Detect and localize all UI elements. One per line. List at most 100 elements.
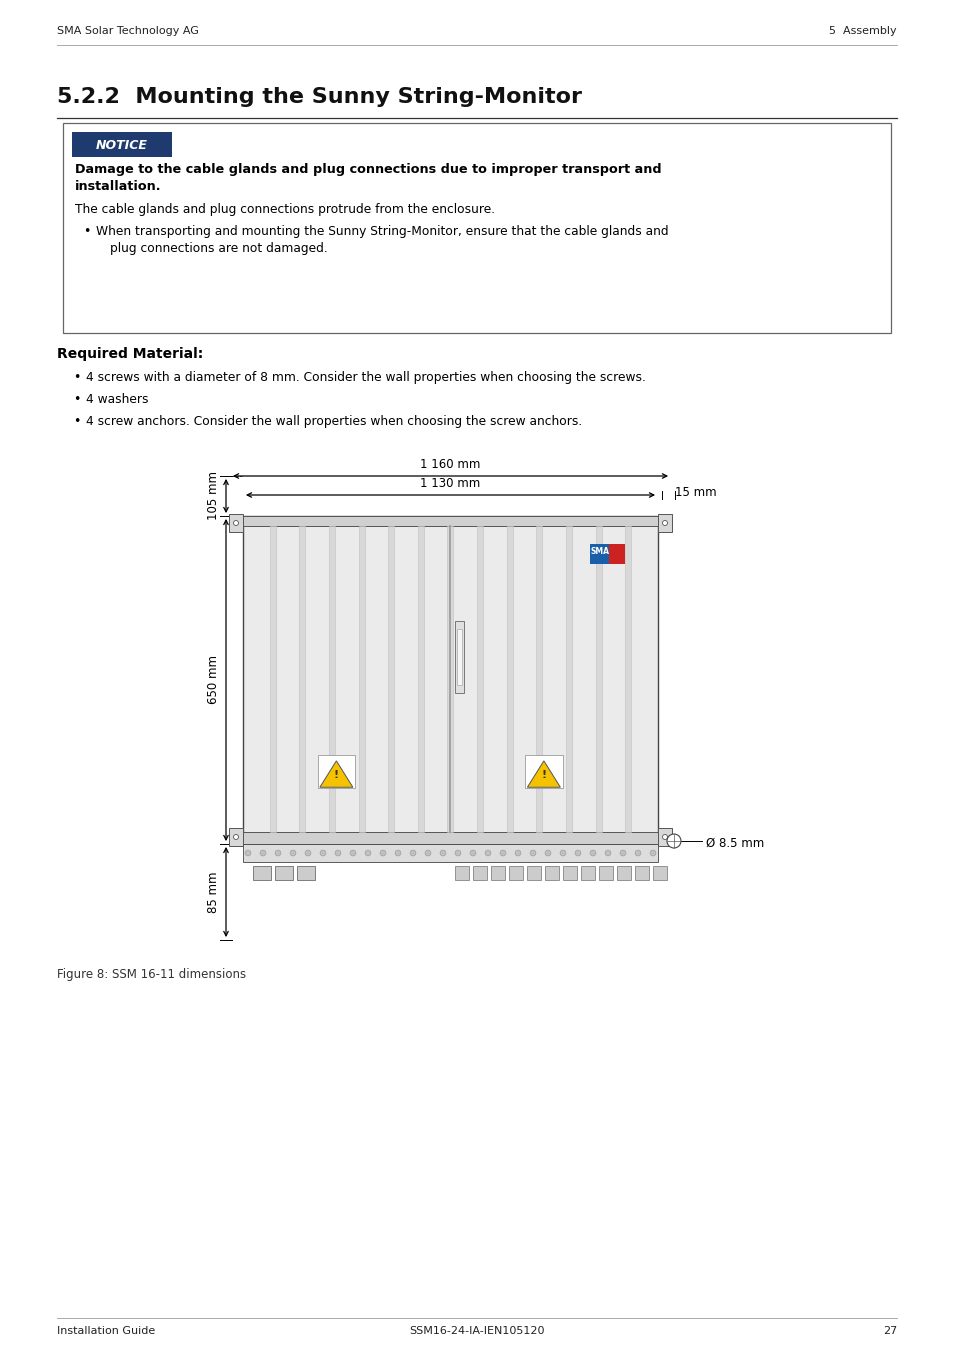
- Circle shape: [260, 850, 266, 856]
- Bar: [473, 867, 487, 880]
- Bar: [270, 526, 275, 831]
- Circle shape: [470, 850, 476, 856]
- Bar: [243, 516, 658, 526]
- Circle shape: [395, 850, 400, 856]
- Bar: [455, 621, 464, 694]
- Circle shape: [424, 850, 431, 856]
- Text: Figure 8: SSM 16-11 dimensions: Figure 8: SSM 16-11 dimensions: [57, 968, 246, 982]
- Text: •: •: [73, 393, 80, 406]
- Bar: [388, 526, 394, 831]
- Text: !: !: [334, 771, 338, 780]
- Bar: [506, 526, 513, 831]
- Text: 5  Assembly: 5 Assembly: [828, 26, 896, 37]
- Bar: [447, 526, 453, 831]
- Text: plug connections are not damaged.: plug connections are not damaged.: [110, 242, 328, 256]
- Circle shape: [515, 850, 520, 856]
- Bar: [658, 827, 671, 846]
- Bar: [524, 756, 562, 788]
- Bar: [491, 867, 505, 880]
- Text: 27: 27: [882, 1326, 896, 1336]
- Circle shape: [619, 850, 625, 856]
- Circle shape: [649, 850, 656, 856]
- Text: 105 mm: 105 mm: [208, 472, 220, 521]
- Bar: [653, 867, 667, 880]
- Circle shape: [589, 850, 596, 856]
- Bar: [317, 756, 355, 788]
- Text: NOTICE: NOTICE: [96, 139, 148, 151]
- Bar: [243, 516, 658, 844]
- Text: 15 mm: 15 mm: [675, 487, 716, 499]
- Circle shape: [245, 850, 251, 856]
- Bar: [563, 867, 577, 880]
- Bar: [329, 526, 335, 831]
- Bar: [581, 867, 595, 880]
- Bar: [358, 526, 364, 831]
- Bar: [243, 844, 658, 863]
- Circle shape: [544, 850, 551, 856]
- Circle shape: [335, 850, 340, 856]
- Text: •: •: [73, 370, 80, 384]
- Bar: [457, 629, 462, 685]
- Circle shape: [274, 850, 281, 856]
- Text: Installation Guide: Installation Guide: [57, 1326, 155, 1336]
- Circle shape: [499, 850, 505, 856]
- Bar: [635, 867, 649, 880]
- Circle shape: [305, 850, 311, 856]
- Text: 85 mm: 85 mm: [208, 871, 220, 913]
- Bar: [299, 526, 305, 831]
- Bar: [229, 514, 243, 531]
- Circle shape: [455, 850, 460, 856]
- Bar: [229, 827, 243, 846]
- Circle shape: [661, 834, 667, 840]
- Bar: [625, 526, 631, 831]
- Circle shape: [559, 850, 565, 856]
- Circle shape: [635, 850, 640, 856]
- Circle shape: [350, 850, 355, 856]
- Text: installation.: installation.: [75, 180, 161, 193]
- Text: •: •: [73, 415, 80, 429]
- Circle shape: [365, 850, 371, 856]
- Bar: [253, 867, 271, 880]
- Bar: [545, 867, 558, 880]
- Bar: [417, 526, 423, 831]
- Text: Damage to the cable glands and plug connections due to improper transport and: Damage to the cable glands and plug conn…: [75, 164, 661, 176]
- Bar: [595, 526, 601, 831]
- Bar: [617, 867, 631, 880]
- Circle shape: [530, 850, 536, 856]
- Text: 1 130 mm: 1 130 mm: [420, 477, 480, 489]
- Text: !: !: [540, 771, 546, 780]
- Text: 5.2.2  Mounting the Sunny String-Monitor: 5.2.2 Mounting the Sunny String-Monitor: [57, 87, 581, 107]
- Circle shape: [661, 521, 667, 526]
- Polygon shape: [527, 761, 559, 787]
- Bar: [527, 867, 541, 880]
- Bar: [63, 123, 890, 333]
- Circle shape: [666, 834, 680, 848]
- Text: 650 mm: 650 mm: [208, 656, 220, 704]
- Circle shape: [233, 834, 238, 840]
- Text: 4 screws with a diameter of 8 mm. Consider the wall properties when choosing the: 4 screws with a diameter of 8 mm. Consid…: [86, 370, 645, 384]
- Bar: [509, 867, 523, 880]
- Circle shape: [575, 850, 580, 856]
- Bar: [476, 526, 482, 831]
- Circle shape: [484, 850, 491, 856]
- Text: •: •: [83, 224, 91, 238]
- Polygon shape: [319, 761, 353, 787]
- Circle shape: [290, 850, 295, 856]
- Text: When transporting and mounting the Sunny String-Monitor, ensure that the cable g: When transporting and mounting the Sunny…: [96, 224, 668, 238]
- Circle shape: [379, 850, 386, 856]
- Text: SSM16-24-IA-IEN105120: SSM16-24-IA-IEN105120: [409, 1326, 544, 1336]
- Text: SMA Solar Technology AG: SMA Solar Technology AG: [57, 26, 198, 37]
- Bar: [243, 831, 658, 844]
- Text: Required Material:: Required Material:: [57, 347, 203, 361]
- Circle shape: [319, 850, 326, 856]
- Circle shape: [439, 850, 446, 856]
- Bar: [609, 544, 624, 564]
- Bar: [598, 867, 613, 880]
- Circle shape: [604, 850, 610, 856]
- Text: 1 160 mm: 1 160 mm: [420, 458, 480, 470]
- Bar: [565, 526, 572, 831]
- Circle shape: [410, 850, 416, 856]
- Bar: [296, 867, 314, 880]
- Bar: [274, 867, 293, 880]
- Text: 4 washers: 4 washers: [86, 393, 149, 406]
